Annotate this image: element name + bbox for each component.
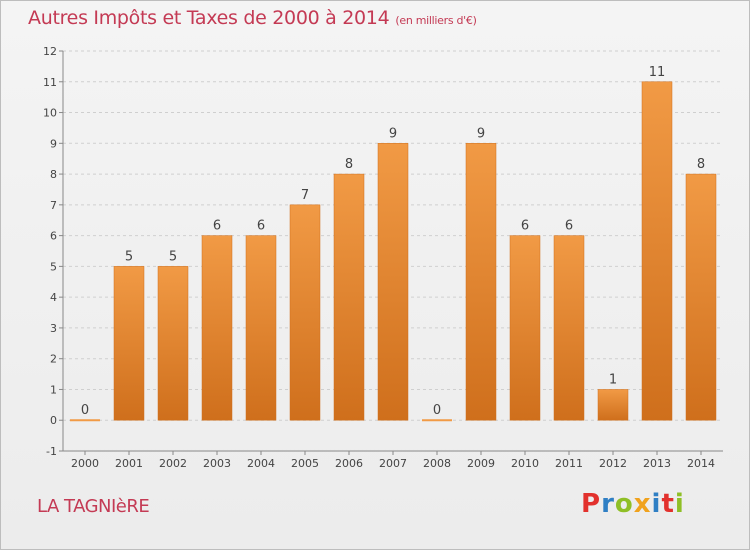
logo-letter: i — [651, 489, 662, 519]
y-tick-label: 5 — [50, 260, 57, 273]
bar — [465, 143, 497, 421]
y-tick-label: 0 — [50, 414, 57, 427]
y-tick-label: 8 — [50, 168, 57, 181]
bar — [289, 204, 321, 421]
x-tick-label: 2001 — [115, 457, 143, 470]
y-tick-label: 11 — [43, 76, 57, 89]
y-tick-label: 4 — [50, 291, 57, 304]
logo-letter: i — [674, 489, 685, 519]
y-tick-label: 1 — [50, 383, 57, 396]
chart-title-text: Autres Impôts et Taxes de 2000 à 2014 — [28, 7, 390, 29]
data-label: 0 — [81, 403, 89, 418]
data-label: 8 — [345, 157, 353, 172]
logo-letter: x — [633, 489, 652, 519]
x-tick-label: 2007 — [379, 457, 407, 470]
x-tick-label: 2014 — [687, 457, 715, 470]
bar — [553, 235, 585, 421]
data-label: 6 — [565, 219, 573, 234]
logo-letter: P — [581, 489, 602, 519]
data-label: 0 — [433, 403, 441, 418]
y-tick-label: 3 — [50, 322, 57, 335]
bar — [597, 389, 629, 421]
data-label: 6 — [213, 219, 221, 234]
logo-letter: o — [614, 489, 634, 519]
bar — [509, 235, 541, 421]
data-label: 9 — [477, 126, 485, 141]
y-tick-label: 6 — [50, 230, 57, 243]
x-tick-label: 2009 — [467, 457, 495, 470]
logo-letter: r — [601, 489, 615, 519]
x-tick-label: 2003 — [203, 457, 231, 470]
bar — [201, 235, 233, 421]
logo-letter: t — [661, 489, 675, 519]
chart-unit: (en milliers d'€) — [395, 14, 477, 27]
x-tick-label: 2004 — [247, 457, 275, 470]
bar — [157, 266, 189, 421]
data-label: 5 — [169, 249, 177, 264]
bar — [641, 81, 673, 421]
data-label: 6 — [521, 219, 529, 234]
bar — [685, 173, 717, 421]
x-tick-label: 2013 — [643, 457, 671, 470]
data-label: 5 — [125, 249, 133, 264]
bar — [333, 173, 365, 421]
y-tick-label: 2 — [50, 353, 57, 366]
x-tick-label: 2002 — [159, 457, 187, 470]
y-tick-label: 10 — [43, 107, 57, 120]
x-tick-label: 2005 — [291, 457, 319, 470]
y-tick-label: -1 — [46, 445, 57, 458]
town-name: LA TAGNIèRE — [37, 496, 150, 517]
data-label: 8 — [697, 157, 705, 172]
bar — [377, 143, 409, 421]
y-tick-label: 9 — [50, 137, 57, 150]
x-tick-label: 2006 — [335, 457, 363, 470]
y-tick-label: 7 — [50, 199, 57, 212]
x-tick-label: 2011 — [555, 457, 583, 470]
data-label: 6 — [257, 219, 265, 234]
bar — [245, 235, 277, 421]
x-tick-label: 2010 — [511, 457, 539, 470]
chart-title: Autres Impôts et Taxes de 2000 à 2014 (en… — [28, 7, 477, 29]
data-label: 11 — [649, 65, 666, 80]
x-tick-label: 2012 — [599, 457, 627, 470]
data-label: 9 — [389, 126, 397, 141]
x-tick-label: 2008 — [423, 457, 451, 470]
data-label: 7 — [301, 188, 309, 203]
bar — [113, 266, 145, 421]
proxiti-logo: Proxiti — [581, 489, 685, 519]
x-tick-label: 2000 — [71, 457, 99, 470]
bars — [70, 81, 717, 422]
y-tick-label: 12 — [43, 45, 57, 58]
data-label: 1 — [609, 372, 617, 387]
